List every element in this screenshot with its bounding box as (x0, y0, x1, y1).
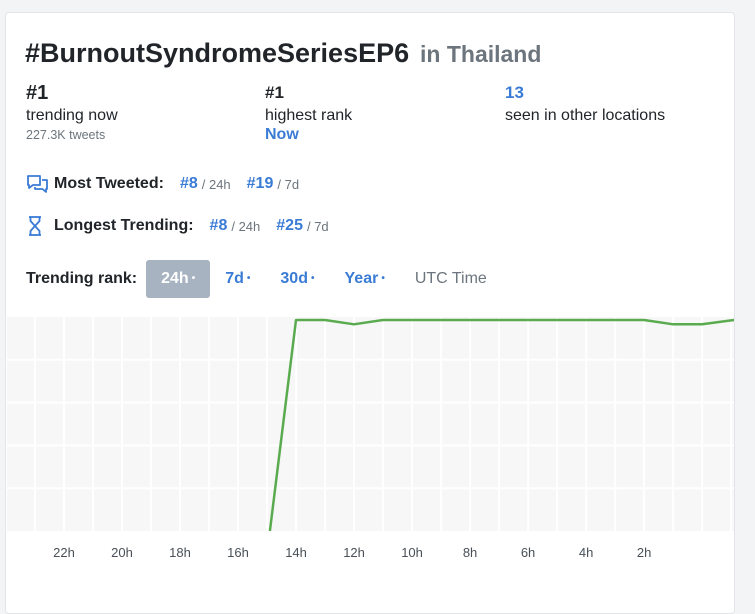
x-tick-label: 6h (521, 545, 535, 560)
x-tick-label: 22h (53, 545, 75, 560)
trending-rank-tabs: Trending rank: 24h • 7d • 30d • Year • UTC T… (26, 260, 502, 298)
tweet-count: 227.3K tweets (26, 128, 106, 142)
x-tick-label: 18h (169, 545, 191, 560)
most-tweeted-label: Most Tweeted: (54, 175, 164, 192)
most-tweeted-24h-link[interactable]: #8 (179, 175, 198, 192)
tab-30d[interactable]: 30d • (280, 270, 315, 287)
page-title: #BurnoutSyndromeSeriesEP6 in Thailand (25, 33, 541, 70)
other-locations-label: seen in other locations (505, 107, 666, 124)
x-tick-label: 20h (111, 545, 133, 560)
trend-card: #BurnoutSyndromeSeriesEP6 in Thailand #1… (5, 12, 735, 614)
longest-trending-label: Longest Trending: (54, 217, 194, 234)
chart-x-axis: 22h 20h 18h 16h 14h 12h 10h 8h 6h 4h 2h (53, 545, 651, 560)
x-tick-label: 14h (285, 545, 307, 560)
trending-rank-line (268, 318, 734, 532)
x-tick-label: 12h (343, 545, 365, 560)
most-tweeted-row: Most Tweeted: #8 / 24h #19 / 7d (26, 173, 315, 195)
highest-rank-label: highest rank (265, 107, 353, 124)
stat-trending-now: #1 trending now 227.3K tweets (26, 81, 118, 142)
tab-24h[interactable]: 24h • (146, 260, 211, 298)
trending-rank-chart: 22h 20h 18h 16h 14h 12h 10h 8h 6h 4h 2h (6, 317, 734, 560)
tab-year[interactable]: Year • (344, 270, 385, 287)
tab-7d[interactable]: 7d • (225, 270, 251, 287)
longest-trending-7d-period: / 7d (306, 218, 329, 234)
chart-grid (6, 317, 734, 531)
stat-other-locations: 13 seen in other locations (505, 81, 665, 126)
x-tick-label: 2h (637, 545, 651, 560)
trending-now-value: #1 (26, 82, 49, 104)
location-label: in Thailand (420, 41, 542, 67)
most-tweeted-7d-period: / 7d (277, 176, 300, 192)
chat-bubbles-icon (26, 173, 50, 195)
x-tick-label: 10h (401, 545, 423, 560)
utc-time-toggle[interactable]: UTC Time (414, 270, 487, 287)
hashtag-title: #BurnoutSyndromeSeriesEP6 (25, 38, 410, 68)
longest-trending-7d-link[interactable]: #25 (276, 217, 303, 234)
highest-rank-value: #1 (265, 83, 284, 102)
x-tick-label: 4h (579, 545, 593, 560)
x-tick-label: 16h (227, 545, 249, 560)
chart-series (268, 318, 734, 532)
highest-rank-when-link[interactable]: Now (265, 126, 299, 143)
longest-trending-row: Longest Trending: #8 / 24h #25 / 7d (26, 215, 345, 237)
longest-trending-24h-link[interactable]: #8 (209, 217, 228, 234)
most-tweeted-7d-link[interactable]: #19 (246, 175, 274, 192)
hourglass-icon (26, 215, 50, 237)
trending-now-label: trending now (26, 107, 118, 124)
longest-trending-24h-period: / 24h (231, 218, 261, 234)
x-tick-label: 8h (463, 545, 477, 560)
other-locations-link[interactable]: 13 (505, 83, 524, 102)
trending-rank-label: Trending rank: (26, 270, 138, 287)
most-tweeted-24h-period: / 24h (201, 176, 231, 192)
stat-highest-rank: #1 highest rank Now (265, 81, 352, 144)
chart-plot-area (6, 317, 734, 531)
